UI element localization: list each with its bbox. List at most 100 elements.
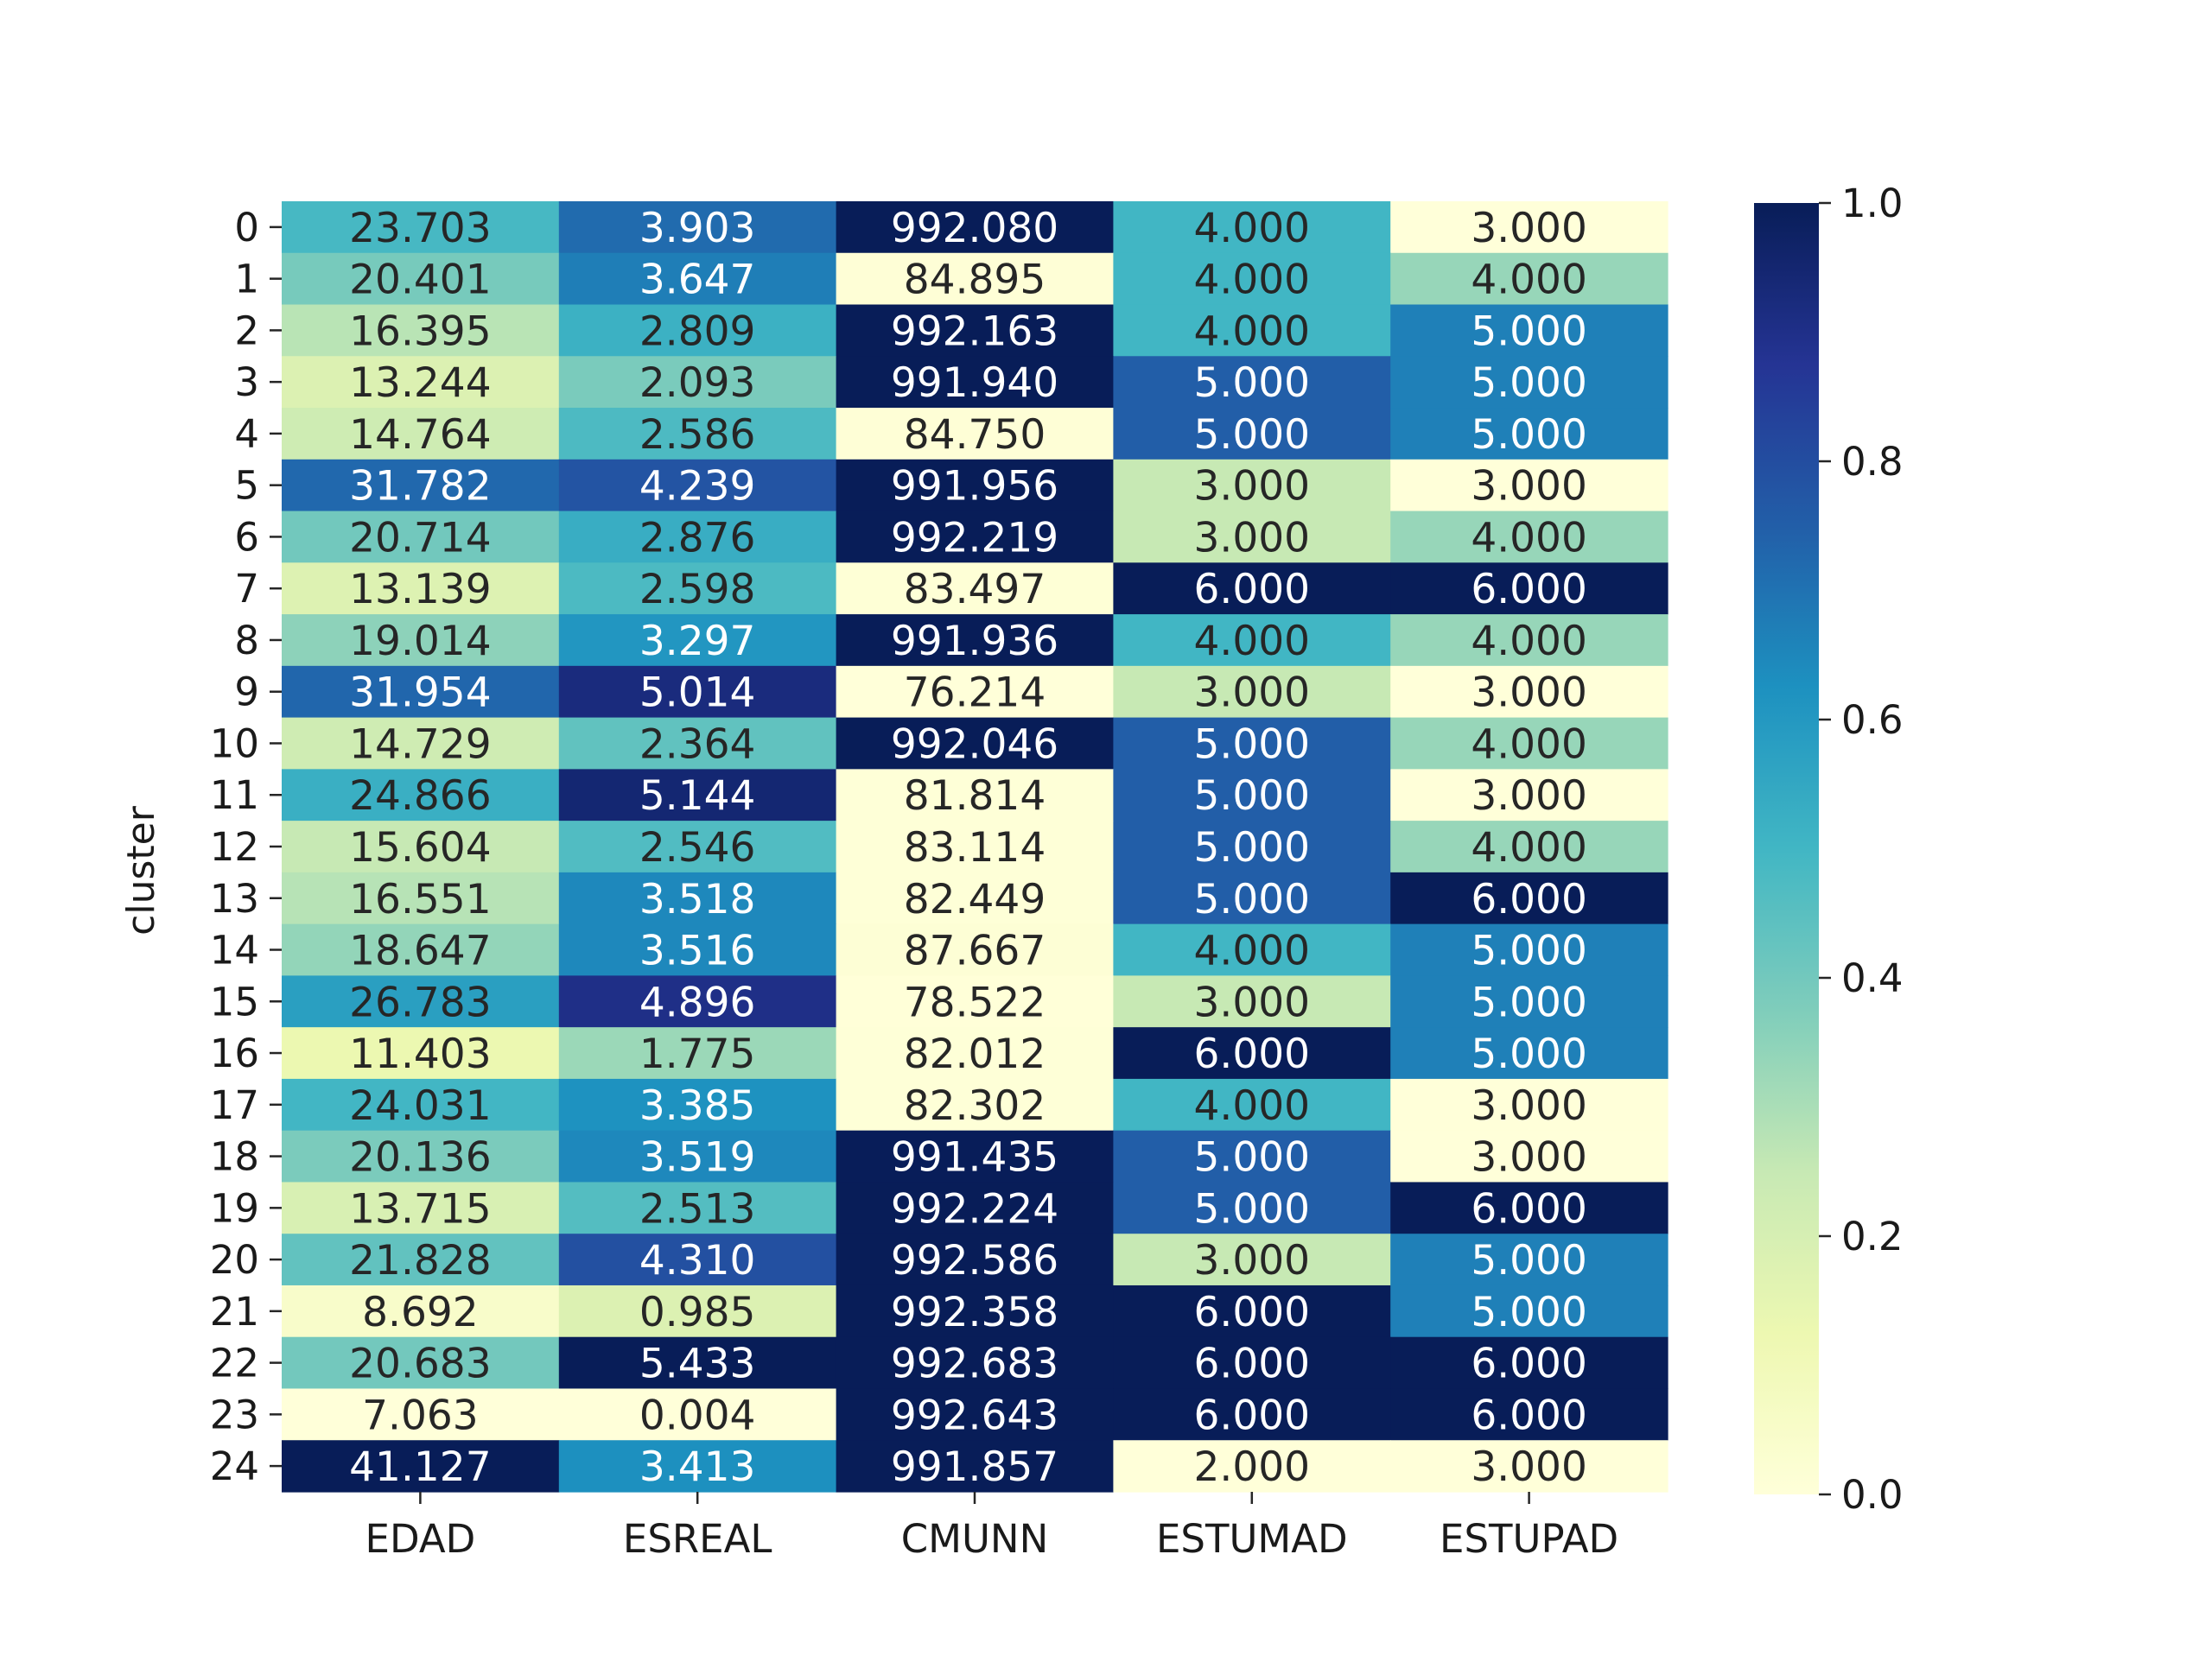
heatmap-cell — [836, 975, 1114, 1028]
cell-value: 6.000 — [1194, 566, 1311, 613]
cell-value: 31.954 — [349, 669, 491, 717]
heatmap-cell — [1113, 1336, 1391, 1390]
heatmap-cell — [836, 201, 1114, 254]
y-tick-label: 5 — [234, 463, 259, 509]
cell-value: 15.604 — [349, 824, 491, 872]
cell-value: 20.683 — [349, 1341, 491, 1388]
cell-value: 3.000 — [1471, 1443, 1587, 1491]
heatmap-cell — [282, 356, 560, 409]
cell-value: 2.876 — [639, 514, 756, 561]
heatmap-cell — [558, 923, 837, 976]
cell-value: 3.516 — [639, 928, 756, 975]
heatmap-cell — [282, 975, 560, 1028]
cell-value: 4.000 — [1471, 618, 1587, 665]
heatmap-cell — [282, 769, 560, 821]
colorbar-tick-label: 0.4 — [1841, 955, 1904, 1001]
cell-value: 5.000 — [1471, 979, 1587, 1026]
cell-value: 992.358 — [891, 1289, 1058, 1336]
cell-value: 2.809 — [639, 308, 756, 355]
cell-value: 83.497 — [904, 566, 1046, 613]
heatmap-cell — [558, 1182, 837, 1234]
heatmap-cell — [836, 1182, 1114, 1234]
cell-value: 82.449 — [904, 876, 1046, 923]
heatmap-cell — [1113, 304, 1391, 357]
y-tick-label: 1 — [234, 257, 259, 302]
heatmap-cells — [282, 201, 1669, 1493]
heatmap-cell — [1390, 511, 1669, 563]
x-tick-label: CMUNN — [901, 1516, 1049, 1562]
heatmap-cell — [836, 923, 1114, 976]
cell-value: 4.000 — [1471, 720, 1587, 768]
heatmap-cell — [836, 562, 1114, 615]
heatmap-cell — [1113, 1130, 1391, 1183]
cell-value: 4.000 — [1194, 257, 1311, 304]
heatmap-cell — [282, 923, 560, 976]
cell-value: 2.598 — [639, 566, 756, 613]
heatmap-cell — [558, 665, 837, 719]
heatmap-cell — [282, 614, 560, 667]
heatmap-cell — [558, 356, 837, 409]
cell-value: 3.000 — [1471, 463, 1587, 511]
cell-value: 23.703 — [349, 205, 491, 252]
heatmap-cell — [1390, 665, 1669, 719]
cell-value: 13.715 — [349, 1185, 491, 1233]
heatmap-cell — [282, 665, 560, 719]
colorbar-tick-label: 0.8 — [1841, 439, 1904, 485]
heatmap-cell — [558, 304, 837, 357]
heatmap-cell — [836, 821, 1114, 873]
cell-value: 4.000 — [1194, 618, 1311, 665]
y-tick-label: 19 — [210, 1185, 259, 1231]
heatmap-cell — [282, 1440, 560, 1493]
cell-value: 81.814 — [904, 772, 1046, 820]
cell-value: 3.519 — [639, 1134, 756, 1182]
heatmap-cell — [1113, 821, 1391, 873]
x-tick-label: ESREAL — [623, 1516, 772, 1562]
heatmap-cell — [836, 1234, 1114, 1286]
heatmap-cell — [558, 511, 837, 563]
heatmap-cell — [1113, 1285, 1391, 1338]
heatmap-cell — [1113, 975, 1391, 1028]
cell-value: 3.413 — [639, 1443, 756, 1491]
colorbar: 0.0 0.2 0.4 0.6 0.8 1.0 — [1754, 181, 1904, 1518]
heatmap-cell — [558, 821, 837, 873]
cell-value: 13.244 — [349, 359, 491, 407]
heatmap-cell — [558, 562, 837, 615]
cell-value: 991.857 — [891, 1443, 1058, 1491]
y-tick-label: 2 — [234, 308, 259, 353]
y-tick-label: 24 — [210, 1443, 259, 1489]
colorbar-tick-label: 1.0 — [1841, 181, 1904, 226]
heatmap-cell — [1390, 1182, 1669, 1234]
y-tick-label: 22 — [210, 1341, 259, 1386]
heatmap-cell — [1390, 201, 1669, 254]
heatmap-cell — [1113, 408, 1391, 460]
y-tick-label: 15 — [210, 979, 259, 1024]
cell-value: 13.139 — [349, 566, 491, 613]
heatmap-cell — [1113, 252, 1391, 306]
cell-value: 6.000 — [1471, 1392, 1587, 1439]
heatmap-cell — [558, 252, 837, 306]
cell-value: 4.239 — [639, 463, 756, 511]
heatmap-cell — [282, 408, 560, 460]
heatmap-cell — [558, 769, 837, 821]
y-tick-label: 12 — [210, 824, 259, 870]
cell-value: 7.063 — [362, 1392, 479, 1439]
cell-value: 5.000 — [1471, 1237, 1587, 1285]
heatmap-cell — [282, 1234, 560, 1286]
cell-value: 6.000 — [1194, 1031, 1311, 1078]
cell-value: 3.000 — [1471, 205, 1587, 252]
cell-value: 82.302 — [904, 1082, 1046, 1130]
heatmap-cell — [1113, 769, 1391, 821]
cell-value: 5.000 — [1194, 720, 1311, 768]
heatmap-cell — [558, 1285, 837, 1338]
cell-value: 84.750 — [904, 411, 1046, 459]
y-tick-label: 0 — [234, 205, 259, 251]
cell-value: 5.000 — [1194, 824, 1311, 872]
cell-value: 2.093 — [639, 359, 756, 407]
x-tick-label: EDAD — [365, 1516, 476, 1562]
heatmap-cell — [282, 1182, 560, 1234]
cell-value: 991.940 — [891, 359, 1058, 407]
heatmap-cell — [1113, 1182, 1391, 1234]
cell-value: 991.956 — [891, 463, 1058, 511]
heatmap-cell — [1113, 717, 1391, 770]
